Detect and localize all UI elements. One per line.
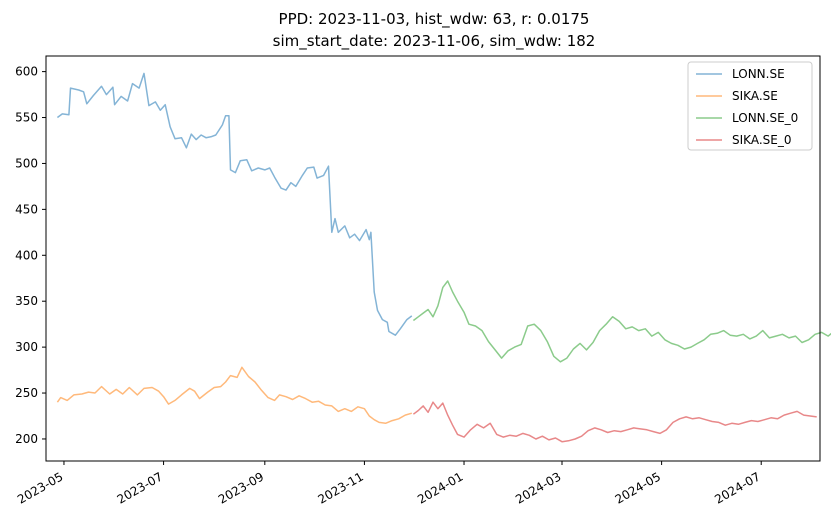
legend-label: LONN.SE_0 xyxy=(732,111,798,125)
legend-label: SIKA.SE_0 xyxy=(732,133,791,147)
chart-title-line-1: PPD: 2023-11-03, hist_wdw: 63, r: 0.0175 xyxy=(279,10,590,29)
y-tick-label: 400 xyxy=(15,248,38,262)
x-tick-label: 2023-07 xyxy=(115,469,165,506)
y-tick-label: 250 xyxy=(15,386,38,400)
legend-box xyxy=(687,61,813,151)
series-line-3 xyxy=(412,280,831,363)
legend-label: LONN.SE xyxy=(732,67,785,81)
x-axis: 2023-05 2023-07 2023-09 2023-11 2024-01 2024-… xyxy=(15,461,763,507)
series-line-2 xyxy=(56,366,413,425)
x-tick-label: 2024-07 xyxy=(712,469,762,506)
series-line-1 xyxy=(56,72,413,336)
legend-label: SIKA.SE xyxy=(732,89,778,103)
y-tick-label: 200 xyxy=(15,432,38,446)
plot-area xyxy=(56,72,831,443)
x-tick-label: 2023-09 xyxy=(216,469,266,506)
plot-frame xyxy=(45,55,821,462)
y-tick-label: 300 xyxy=(15,340,38,354)
y-tick-label: 500 xyxy=(15,156,38,170)
series-line-4 xyxy=(412,401,817,443)
x-tick-label: 2024-03 xyxy=(513,469,563,506)
x-tick-label: 2024-05 xyxy=(613,469,663,506)
y-tick-label: 450 xyxy=(15,202,38,216)
legend: LONN.SE SIKA.SE LONN.SE_0 SIKA.SE_0 xyxy=(687,61,813,151)
x-tick-label: 2023-05 xyxy=(15,469,65,506)
y-tick-label: 350 xyxy=(15,294,38,308)
x-tick-label: 2023-11 xyxy=(315,469,365,506)
y-tick-label: 550 xyxy=(15,111,38,125)
y-tick-label: 600 xyxy=(15,65,38,79)
chart-title-line-2: sim_start_date: 2023-11-06, sim_wdw: 182 xyxy=(273,32,596,51)
y-axis: 200 250 300 350 400 450 500 550 600 xyxy=(15,65,46,446)
x-tick-label: 2024-01 xyxy=(415,469,465,506)
